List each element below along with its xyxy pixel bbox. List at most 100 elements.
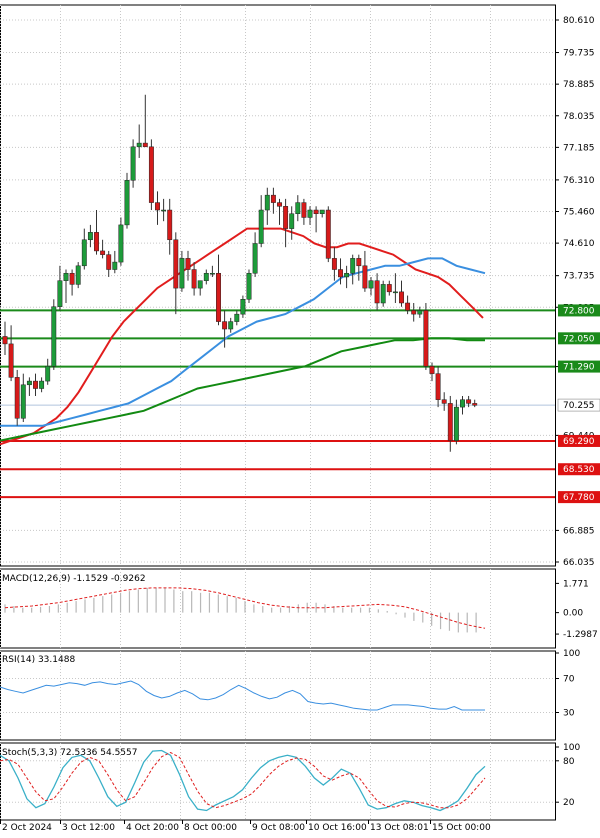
candle-body <box>264 194 270 211</box>
candle-body <box>258 209 264 244</box>
candle-body <box>185 258 191 270</box>
candle-body <box>228 321 234 330</box>
level-price-label: 71.290 <box>563 363 595 373</box>
candle-body <box>405 302 411 311</box>
candle-body <box>270 194 276 203</box>
stoch-panel-border <box>0 742 556 821</box>
candle-body <box>246 272 252 300</box>
candle-body <box>277 202 282 207</box>
candle-body <box>252 243 258 274</box>
date-tick-label: 2 Oct 2024 <box>2 823 52 833</box>
candle-body <box>209 272 215 275</box>
stoch-tick-label: 20 <box>563 798 575 808</box>
candle-body <box>374 280 380 304</box>
price-tick-label: 80.610 <box>563 16 595 26</box>
main-panel-border <box>0 4 556 567</box>
level-price-tag <box>558 434 600 447</box>
candle-body <box>2 336 8 345</box>
rsi-label: RSI(14) 33.1488 <box>2 655 75 665</box>
candle-body <box>441 399 447 404</box>
candle-body <box>240 299 246 315</box>
macd-tick-label: -1.2987 <box>563 630 598 640</box>
date-tick-label: 3 Oct 12:00 <box>62 823 115 833</box>
candle-body <box>392 291 398 294</box>
level-price-label: 72.050 <box>563 334 595 344</box>
price-tick-label: 74.610 <box>563 239 595 249</box>
rsi-line <box>0 680 485 711</box>
macd-label: MACD(12,26,9) -1.1529 -0.9262 <box>2 574 146 584</box>
candle-body <box>295 202 301 214</box>
grid-lines <box>0 4 556 821</box>
date-tick-label: 4 Oct 20:00 <box>126 823 179 833</box>
date-tick-label: 13 Oct 08:01 <box>370 823 429 833</box>
candle-body <box>20 384 26 419</box>
candle-body <box>453 406 459 441</box>
candle-body <box>39 380 45 389</box>
level-price-label: 69.290 <box>563 437 595 447</box>
candle-body <box>435 373 441 400</box>
candle-body <box>368 280 374 289</box>
candle-body <box>142 142 148 148</box>
candle-body <box>411 310 417 315</box>
stoch-label: Stoch(5,3,3) 72.5336 54.5557 <box>2 748 137 758</box>
date-tick-label: 15 Oct 00:00 <box>432 823 491 833</box>
stoch-tick-label: 80 <box>563 757 575 767</box>
candle-body <box>283 206 289 229</box>
candle-body <box>8 343 14 378</box>
candle-body <box>51 306 57 367</box>
moving-average-line <box>0 227 484 446</box>
moving-average-line <box>0 337 485 442</box>
candlesticks <box>2 94 478 452</box>
price-tick-label: 79.735 <box>563 49 595 59</box>
level-price-tag <box>558 304 600 317</box>
price-tick-label: 77.185 <box>563 143 595 153</box>
date-tick-label: 10 Oct 16:00 <box>308 823 367 833</box>
candle-body <box>289 213 295 229</box>
candle-body <box>167 209 173 241</box>
current-price-label: 70.255 <box>563 401 595 411</box>
candle-body <box>417 310 423 315</box>
rsi-panel-border <box>0 650 556 741</box>
candle-body <box>331 258 337 270</box>
candle-body <box>130 146 136 181</box>
candle-body <box>380 284 386 304</box>
macd-tick-label: 0.00 <box>563 609 583 619</box>
stoch-k-line <box>0 749 486 812</box>
candle-body <box>203 272 209 281</box>
indicator-panels <box>0 587 555 812</box>
rsi-tick-label: 70 <box>563 675 575 685</box>
level-price-tag <box>558 360 600 373</box>
candle-body <box>45 365 51 382</box>
candle-body <box>362 265 368 289</box>
candle-body <box>386 284 392 293</box>
price-tick-label: 66.035 <box>563 558 595 568</box>
candle-body <box>222 321 228 330</box>
candle-body <box>325 209 331 259</box>
candle-body <box>106 254 112 270</box>
candle-body <box>307 209 313 218</box>
candle-body <box>429 365 435 374</box>
candle-body <box>179 258 185 289</box>
level-price-label: 67.780 <box>563 493 595 503</box>
candle-body <box>155 202 160 211</box>
candle-body <box>26 380 32 386</box>
candle-body <box>301 202 307 218</box>
candle-body <box>319 209 325 214</box>
price-tick-label: 75.460 <box>563 208 595 218</box>
candle-body <box>57 280 63 307</box>
price-axis: 80.610 79.735 78.885 78.035 77.185 76.310 75.4… <box>0 16 600 833</box>
candle-body <box>112 261 118 270</box>
price-tick-label: 78.035 <box>563 112 595 122</box>
candle-body <box>148 146 154 203</box>
price-tick-label: 73.735 <box>563 272 595 282</box>
stoch-tick-label: 100 <box>563 743 580 753</box>
candle-body <box>118 224 124 263</box>
level-price-label: 68.530 <box>563 465 595 475</box>
candle-body <box>234 313 240 322</box>
candle-body <box>460 399 465 408</box>
candle-body <box>216 272 221 322</box>
moving-average-line <box>0 257 486 427</box>
candle-body <box>81 239 87 267</box>
candle-body <box>136 142 142 148</box>
rsi-tick-label: 100 <box>563 649 580 659</box>
